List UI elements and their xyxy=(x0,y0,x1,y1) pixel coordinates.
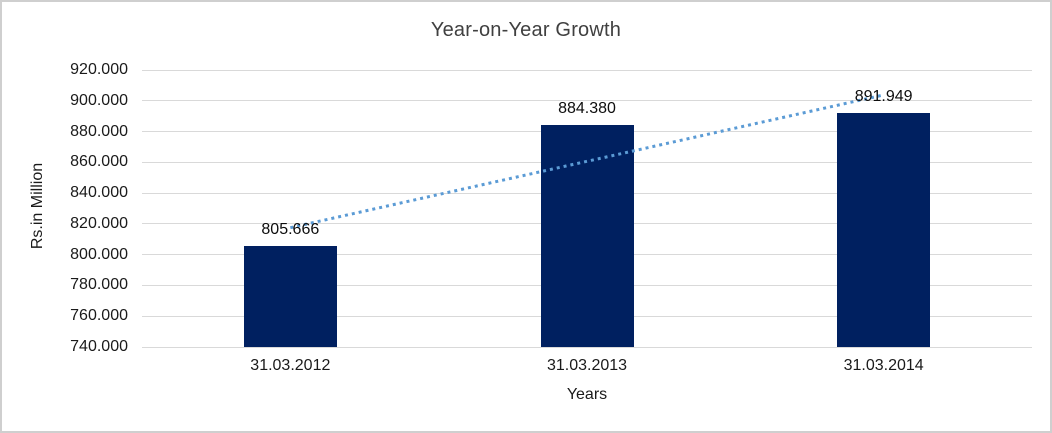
bar xyxy=(837,113,931,347)
bar-value-label: 884.380 xyxy=(558,99,616,117)
x-tick-label: 31.03.2012 xyxy=(250,357,331,374)
trendline-line xyxy=(290,93,884,230)
y-tick-label: 800.000 xyxy=(70,245,128,263)
x-tick-label: 31.03.2013 xyxy=(546,357,628,374)
bar-value-label: 891.949 xyxy=(854,88,913,106)
gridline xyxy=(142,346,1032,348)
gridline xyxy=(142,69,1032,71)
trendline xyxy=(290,93,884,230)
y-tick-label: 780.000 xyxy=(70,276,128,294)
y-tick-label: 840.000 xyxy=(70,184,128,202)
y-tick-label: 880.000 xyxy=(70,122,128,140)
y-tick-label: 860.000 xyxy=(70,153,128,171)
y-tick-label: 760.000 xyxy=(70,307,128,325)
chart-title: Year-on-Year Growth xyxy=(430,19,622,41)
gridline xyxy=(142,100,1032,102)
x-axis-title: Years xyxy=(566,386,608,403)
y-tick-label: 900.000 xyxy=(70,91,128,109)
y-tick-label: 820.000 xyxy=(70,214,128,232)
x-tick-label: 31.03.2014 xyxy=(843,357,924,374)
plot-area: 805.666 884.380 891.949 xyxy=(142,69,1032,348)
y-tick-label: 920.000 xyxy=(70,61,128,78)
bar xyxy=(243,245,337,347)
y-tick-label: 740.000 xyxy=(70,338,128,355)
bar-value-label: 805.666 xyxy=(261,220,320,238)
